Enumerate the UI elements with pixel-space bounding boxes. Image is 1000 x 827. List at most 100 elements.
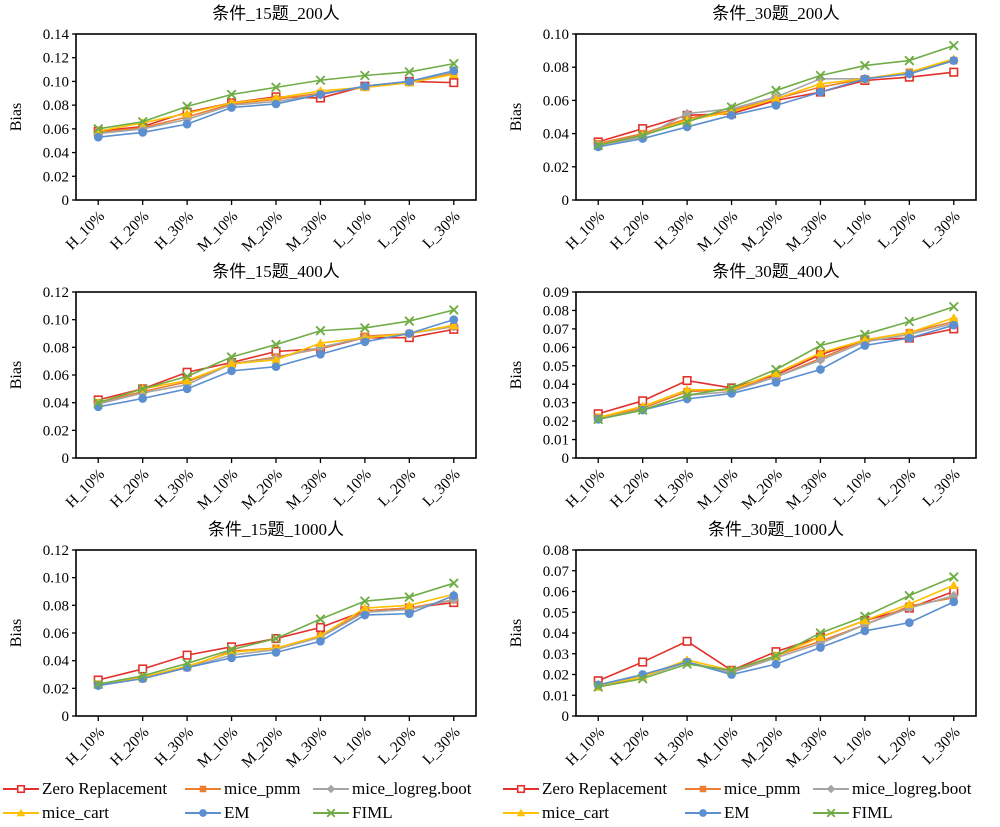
svg-text:M_30%: M_30%: [783, 724, 830, 771]
svg-text:0.02: 0.02: [43, 681, 69, 697]
legend-label: EM: [224, 802, 250, 822]
svg-text:0.06: 0.06: [543, 340, 570, 356]
chart-title: 条件_30题_1000人: [708, 520, 844, 539]
diamond-marker-icon: [813, 784, 849, 793]
chart-panel-30items-200: 条件_30题_200人 0 0.02 0.04 0.06 0.08 0.10 H_10% H_…: [500, 0, 1000, 258]
legend-label: mice_cart: [42, 802, 110, 822]
chart-panel-15items-1000: 条件_15题_1000人 0 0.02 0.04 0.06 0.08 0.10 0.12 H_…: [0, 516, 500, 774]
svg-text:L_30%: L_30%: [419, 466, 463, 510]
circle-marker-icon: [185, 808, 221, 817]
chart-title: 条件_30题_200人: [712, 4, 840, 23]
legend-row: Zero Replacement mice_pmm mice_logreg.bo…: [0, 774, 1000, 824]
svg-text:L_10%: L_10%: [330, 208, 374, 252]
chart-panel-30items-1000: 条件_30题_1000人 0 0.01 0.02 0.03 0.04 0.05 0.06 0.…: [500, 516, 1000, 774]
svg-text:0.04: 0.04: [43, 146, 70, 162]
svg-text:0.07: 0.07: [543, 322, 570, 338]
legend-item-zero-replacement: Zero Replacement: [502, 777, 684, 800]
legend-item-mice-logreg-boot: mice_logreg.boot: [312, 777, 500, 800]
svg-text:L_30%: L_30%: [919, 724, 963, 768]
svg-text:Bias: Bias: [8, 619, 25, 647]
legend-item-mice-pmm: mice_pmm: [184, 777, 312, 800]
square-marker-icon: [685, 785, 721, 792]
legend-item-mice-logreg-boot: mice_logreg.boot: [812, 777, 1000, 800]
svg-text:0: 0: [62, 709, 70, 725]
line-chart-15items-400: 0 0.02 0.04 0.06 0.08 0.10 0.12 H_10%H_20%H_30%…: [8, 285, 477, 513]
chart-panel-15items-200: 条件_15题_200人 0 0.02 0.04 0.06 0.08 0.10 0.12 0.1…: [0, 0, 500, 258]
legend-right: Zero Replacement mice_pmm mice_logreg.bo…: [500, 777, 1000, 824]
svg-text:0.10: 0.10: [43, 571, 69, 587]
svg-text:L_20%: L_20%: [375, 466, 419, 510]
svg-text:0.04: 0.04: [43, 654, 70, 670]
svg-text:M_30%: M_30%: [283, 724, 330, 771]
svg-text:H_20%: H_20%: [607, 208, 653, 254]
svg-text:L_10%: L_10%: [330, 724, 374, 768]
svg-text:H_10%: H_10%: [63, 466, 109, 512]
legend-item-fiml: FIML: [812, 801, 1000, 824]
svg-text:0.06: 0.06: [543, 93, 570, 109]
svg-text:M_10%: M_10%: [194, 466, 241, 513]
svg-text:L_30%: L_30%: [419, 724, 463, 768]
svg-text:L_30%: L_30%: [919, 208, 963, 252]
svg-text:M_10%: M_10%: [694, 724, 741, 771]
svg-text:Bias: Bias: [8, 361, 25, 389]
svg-text:0: 0: [562, 451, 570, 467]
svg-text:0.10: 0.10: [543, 27, 569, 43]
svg-text:0.08: 0.08: [543, 543, 569, 559]
svg-text:0.09: 0.09: [543, 285, 569, 301]
svg-text:0.04: 0.04: [543, 127, 570, 143]
svg-text:0.10: 0.10: [43, 74, 69, 90]
svg-text:0.06: 0.06: [43, 626, 70, 642]
legend-left: Zero Replacement mice_pmm mice_logreg.bo…: [0, 777, 500, 824]
legend-label: FIML: [852, 802, 893, 822]
legend-label: mice_pmm: [224, 778, 301, 798]
svg-text:M_30%: M_30%: [783, 208, 830, 255]
line-chart-15items-200: 0 0.02 0.04 0.06 0.08 0.10 0.12 0.14 H_10%H_20%H…: [8, 27, 477, 255]
svg-text:0.08: 0.08: [43, 340, 69, 356]
svg-text:M_30%: M_30%: [283, 208, 330, 255]
svg-text:Bias: Bias: [508, 619, 525, 647]
svg-text:M_30%: M_30%: [783, 466, 830, 513]
svg-text:H_30%: H_30%: [151, 466, 197, 512]
svg-text:0.08: 0.08: [543, 60, 569, 76]
svg-text:0.08: 0.08: [43, 598, 69, 614]
chart-title: 条件_15题_400人: [212, 262, 340, 281]
svg-text:H_30%: H_30%: [651, 466, 697, 512]
svg-text:0.12: 0.12: [43, 543, 69, 559]
triangle-marker-icon: [3, 808, 39, 816]
line-chart-30items-200: 0 0.02 0.04 0.06 0.08 0.10 H_10%H_20%H_30%M_10…: [508, 27, 977, 255]
chart-title: 条件_15题_200人: [212, 4, 340, 23]
legend-label: EM: [724, 802, 750, 822]
chart-panel-15items-400: 条件_15题_400人 0 0.02 0.04 0.06 0.08 0.10 0.12 H_1…: [0, 258, 500, 516]
svg-text:M_20%: M_20%: [238, 724, 285, 771]
svg-text:L_10%: L_10%: [830, 208, 874, 252]
svg-text:H_20%: H_20%: [107, 208, 153, 254]
svg-text:0.06: 0.06: [43, 122, 70, 138]
svg-text:0.02: 0.02: [543, 668, 569, 684]
svg-text:0.08: 0.08: [43, 98, 69, 114]
svg-text:0: 0: [62, 193, 70, 209]
svg-text:0: 0: [62, 451, 70, 467]
svg-text:M_10%: M_10%: [694, 466, 741, 513]
svg-text:H_30%: H_30%: [151, 208, 197, 254]
svg-text:H_30%: H_30%: [151, 724, 197, 770]
svg-text:0: 0: [562, 709, 570, 725]
svg-text:M_10%: M_10%: [194, 724, 241, 771]
legend-label: mice_logreg.boot: [352, 778, 472, 798]
svg-text:0.05: 0.05: [543, 359, 569, 375]
svg-text:H_20%: H_20%: [607, 724, 653, 770]
svg-text:H_20%: H_20%: [107, 466, 153, 512]
svg-text:0.04: 0.04: [543, 377, 570, 393]
legend-label: FIML: [352, 802, 393, 822]
x-marker-icon: [813, 808, 849, 817]
svg-text:0.12: 0.12: [43, 285, 69, 301]
svg-text:0.03: 0.03: [543, 396, 569, 412]
open-square-marker-icon: [3, 784, 39, 793]
svg-text:L_10%: L_10%: [330, 466, 374, 510]
svg-text:0.14: 0.14: [43, 27, 70, 43]
x-marker-icon: [313, 808, 349, 817]
svg-text:L_20%: L_20%: [875, 724, 919, 768]
svg-text:0.01: 0.01: [543, 688, 569, 704]
square-marker-icon: [185, 785, 221, 792]
legend-item-mice-cart: mice_cart: [502, 801, 684, 824]
svg-text:Bias: Bias: [8, 103, 25, 131]
